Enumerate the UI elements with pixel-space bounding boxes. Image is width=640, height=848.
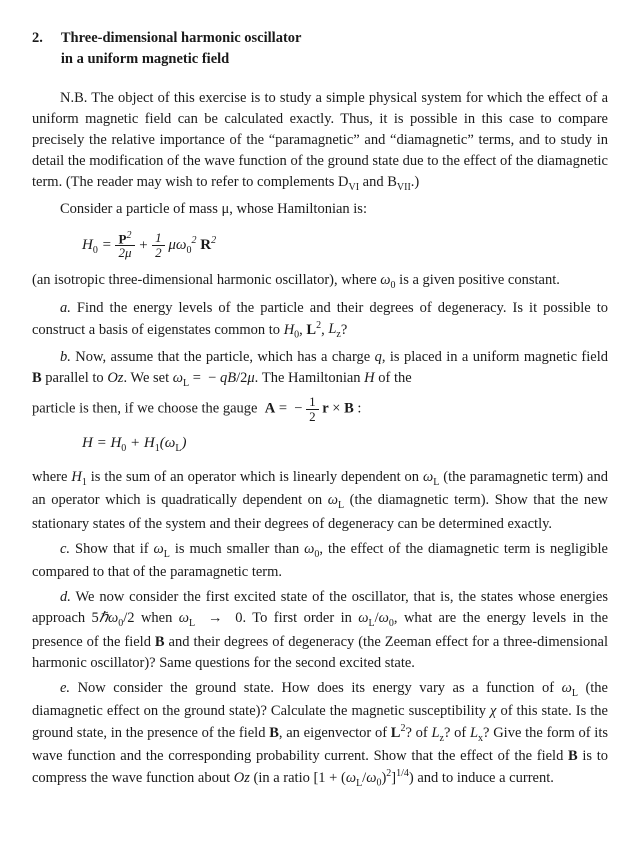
section-heading: 2. Three-dimensional harmonic oscillator… xyxy=(32,28,608,70)
equation-h0: H0 = P2 2μ + 1 2 μω02 R2 xyxy=(82,231,608,261)
eq1-tail: μω02 R2 xyxy=(168,237,216,253)
eq1-frac-half: 1 2 xyxy=(152,231,165,259)
eq1-frac-p2: P2 2μ xyxy=(115,231,134,261)
paragraph-c: c. Show that if ωL is much smaller than … xyxy=(32,539,608,583)
heading-line-2: in a uniform magnetic field xyxy=(61,51,229,67)
paragraph-a: a. Find the energy levels of the particl… xyxy=(32,298,608,343)
paragraph-nb: N.B. The object of this exercise is to s… xyxy=(32,88,608,195)
heading-line-1: Three-dimensional harmonic oscillator xyxy=(61,30,302,46)
heading-number: 2. xyxy=(32,28,43,70)
equation-h: H = H0 + H1(ωL) xyxy=(82,433,608,457)
paragraph-d: d. We now consider the first excited sta… xyxy=(32,587,608,673)
paragraph-isotropic: (an isotropic three-dimensional harmonic… xyxy=(32,270,608,293)
gauge-frac: 12 xyxy=(306,395,319,423)
paragraph-e: e. Now consider the ground state. How do… xyxy=(32,678,608,792)
paragraph-where: where H1 is the sum of an operator which… xyxy=(32,467,608,535)
eq1-plus: + xyxy=(138,237,152,253)
paragraph-b-2: particle is then, if we choose the gauge… xyxy=(32,395,608,423)
heading-title: Three-dimensional harmonic oscillator in… xyxy=(61,28,302,70)
paragraph-consider: Consider a particle of mass μ, whose Ham… xyxy=(32,199,608,220)
paragraph-b-1: b. Now, assume that the particle, which … xyxy=(32,347,608,391)
eq1-lhs: H0 = xyxy=(82,237,115,253)
